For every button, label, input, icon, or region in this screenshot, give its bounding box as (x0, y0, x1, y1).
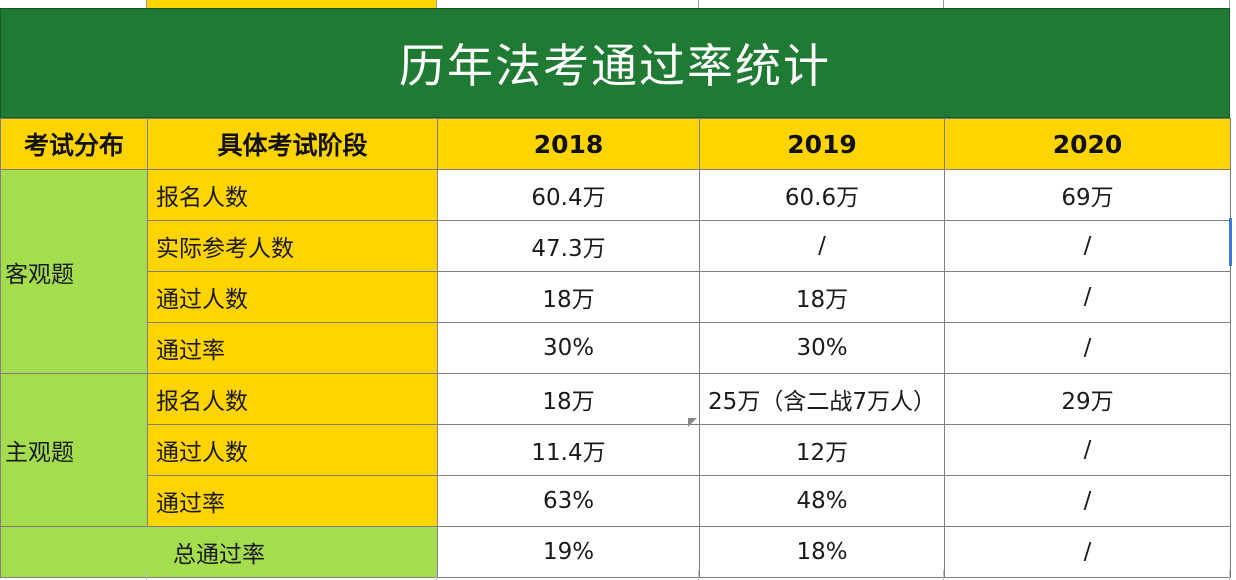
table-row: 实际参考人数 47.3万 / / (1, 220, 1231, 272)
table-row: 客观题 报名人数 60.4万 60.6万 69万 (0, 169, 1231, 374)
value-cell[interactable]: 18% (699, 526, 945, 578)
stage-cell[interactable]: 通过人数 (147, 271, 438, 323)
cell[interactable] (699, 0, 944, 8)
cell[interactable] (437, 570, 699, 580)
cell[interactable] (944, 0, 1230, 8)
bottom-partial-row (0, 570, 1236, 580)
value-cell[interactable]: / (944, 475, 1231, 527)
stage-cell[interactable]: 通过率 (147, 322, 438, 374)
value-cell[interactable]: / (699, 220, 945, 272)
header-year-2018[interactable]: 2018 (437, 118, 700, 170)
value-cell[interactable]: 18万 (699, 271, 945, 323)
header-stage[interactable]: 具体考试阶段 (147, 118, 438, 170)
value-cell[interactable]: 69万 (944, 169, 1231, 221)
header-category[interactable]: 考试分布 (0, 118, 148, 170)
stage-cell[interactable]: 报名人数 (147, 373, 438, 425)
cell[interactable] (0, 0, 147, 8)
top-partial-row (0, 0, 1236, 8)
cell[interactable] (699, 570, 944, 580)
value-cell[interactable]: / (944, 271, 1231, 323)
cell[interactable] (944, 570, 1230, 580)
value-cell[interactable]: / (944, 322, 1231, 374)
value-cell[interactable]: 30% (699, 322, 945, 374)
value-cell[interactable]: 60.6万 (699, 169, 945, 221)
value-cell[interactable]: 12万 (699, 424, 945, 476)
value-cell[interactable]: 11.4万 (437, 424, 700, 476)
cell[interactable] (147, 0, 437, 8)
value-cell[interactable]: / (944, 220, 1231, 272)
table-row: 通过人数 11.4万 12万 / (1, 424, 1231, 476)
total-pass-rate-label[interactable]: 总通过率 (0, 526, 438, 578)
table-row: 通过率 63% 48% / (1, 475, 1231, 527)
value-cell[interactable]: 18万 (437, 271, 700, 323)
value-cell[interactable]: 25万（含二战7万人） (699, 373, 945, 425)
value-cell[interactable]: 60.4万 (437, 169, 700, 221)
comment-indicator-icon[interactable] (688, 418, 697, 427)
table-row: 通过率 30% 30% / (1, 322, 1231, 374)
cell[interactable] (0, 570, 147, 580)
stage-cell[interactable]: 报名人数 (147, 169, 438, 221)
value-cell[interactable]: / (944, 424, 1231, 476)
table-row: 主观题 报名人数 18万 25万（含二战7万人） 29万 (0, 373, 1231, 527)
stage-cell[interactable]: 通过率 (147, 475, 438, 527)
value-cell[interactable]: 47.3万 (437, 220, 700, 272)
selection-edge-marker (1229, 218, 1232, 266)
table-title[interactable]: 历年法考通过率统计 (0, 8, 1230, 118)
value-cell[interactable]: / (944, 526, 1231, 578)
header-year-2020[interactable]: 2020 (944, 118, 1231, 170)
header-row: 考试分布 具体考试阶段 2018 2019 2020 (0, 118, 1231, 170)
value-cell[interactable]: 18万 (437, 373, 700, 425)
category-subjective[interactable]: 主观题 (0, 373, 148, 527)
value-cell[interactable]: 19% (437, 526, 700, 578)
value-cell[interactable]: 48% (699, 475, 945, 527)
cell[interactable] (437, 0, 699, 8)
stage-cell[interactable]: 实际参考人数 (147, 220, 438, 272)
header-year-2019[interactable]: 2019 (699, 118, 945, 170)
total-row: 总通过率 19% 18% / (0, 526, 1231, 578)
pass-rate-table: 考试分布 具体考试阶段 2018 2019 2020 客观题 报名人数 60.4… (0, 118, 1231, 578)
value-cell[interactable]: 29万 (944, 373, 1231, 425)
table-row: 通过人数 18万 18万 / (1, 271, 1231, 323)
stage-cell[interactable]: 通过人数 (147, 424, 438, 476)
cell[interactable] (147, 570, 437, 580)
category-objective[interactable]: 客观题 (0, 169, 148, 374)
value-cell[interactable]: 30% (437, 322, 700, 374)
value-cell[interactable]: 63% (437, 475, 700, 527)
